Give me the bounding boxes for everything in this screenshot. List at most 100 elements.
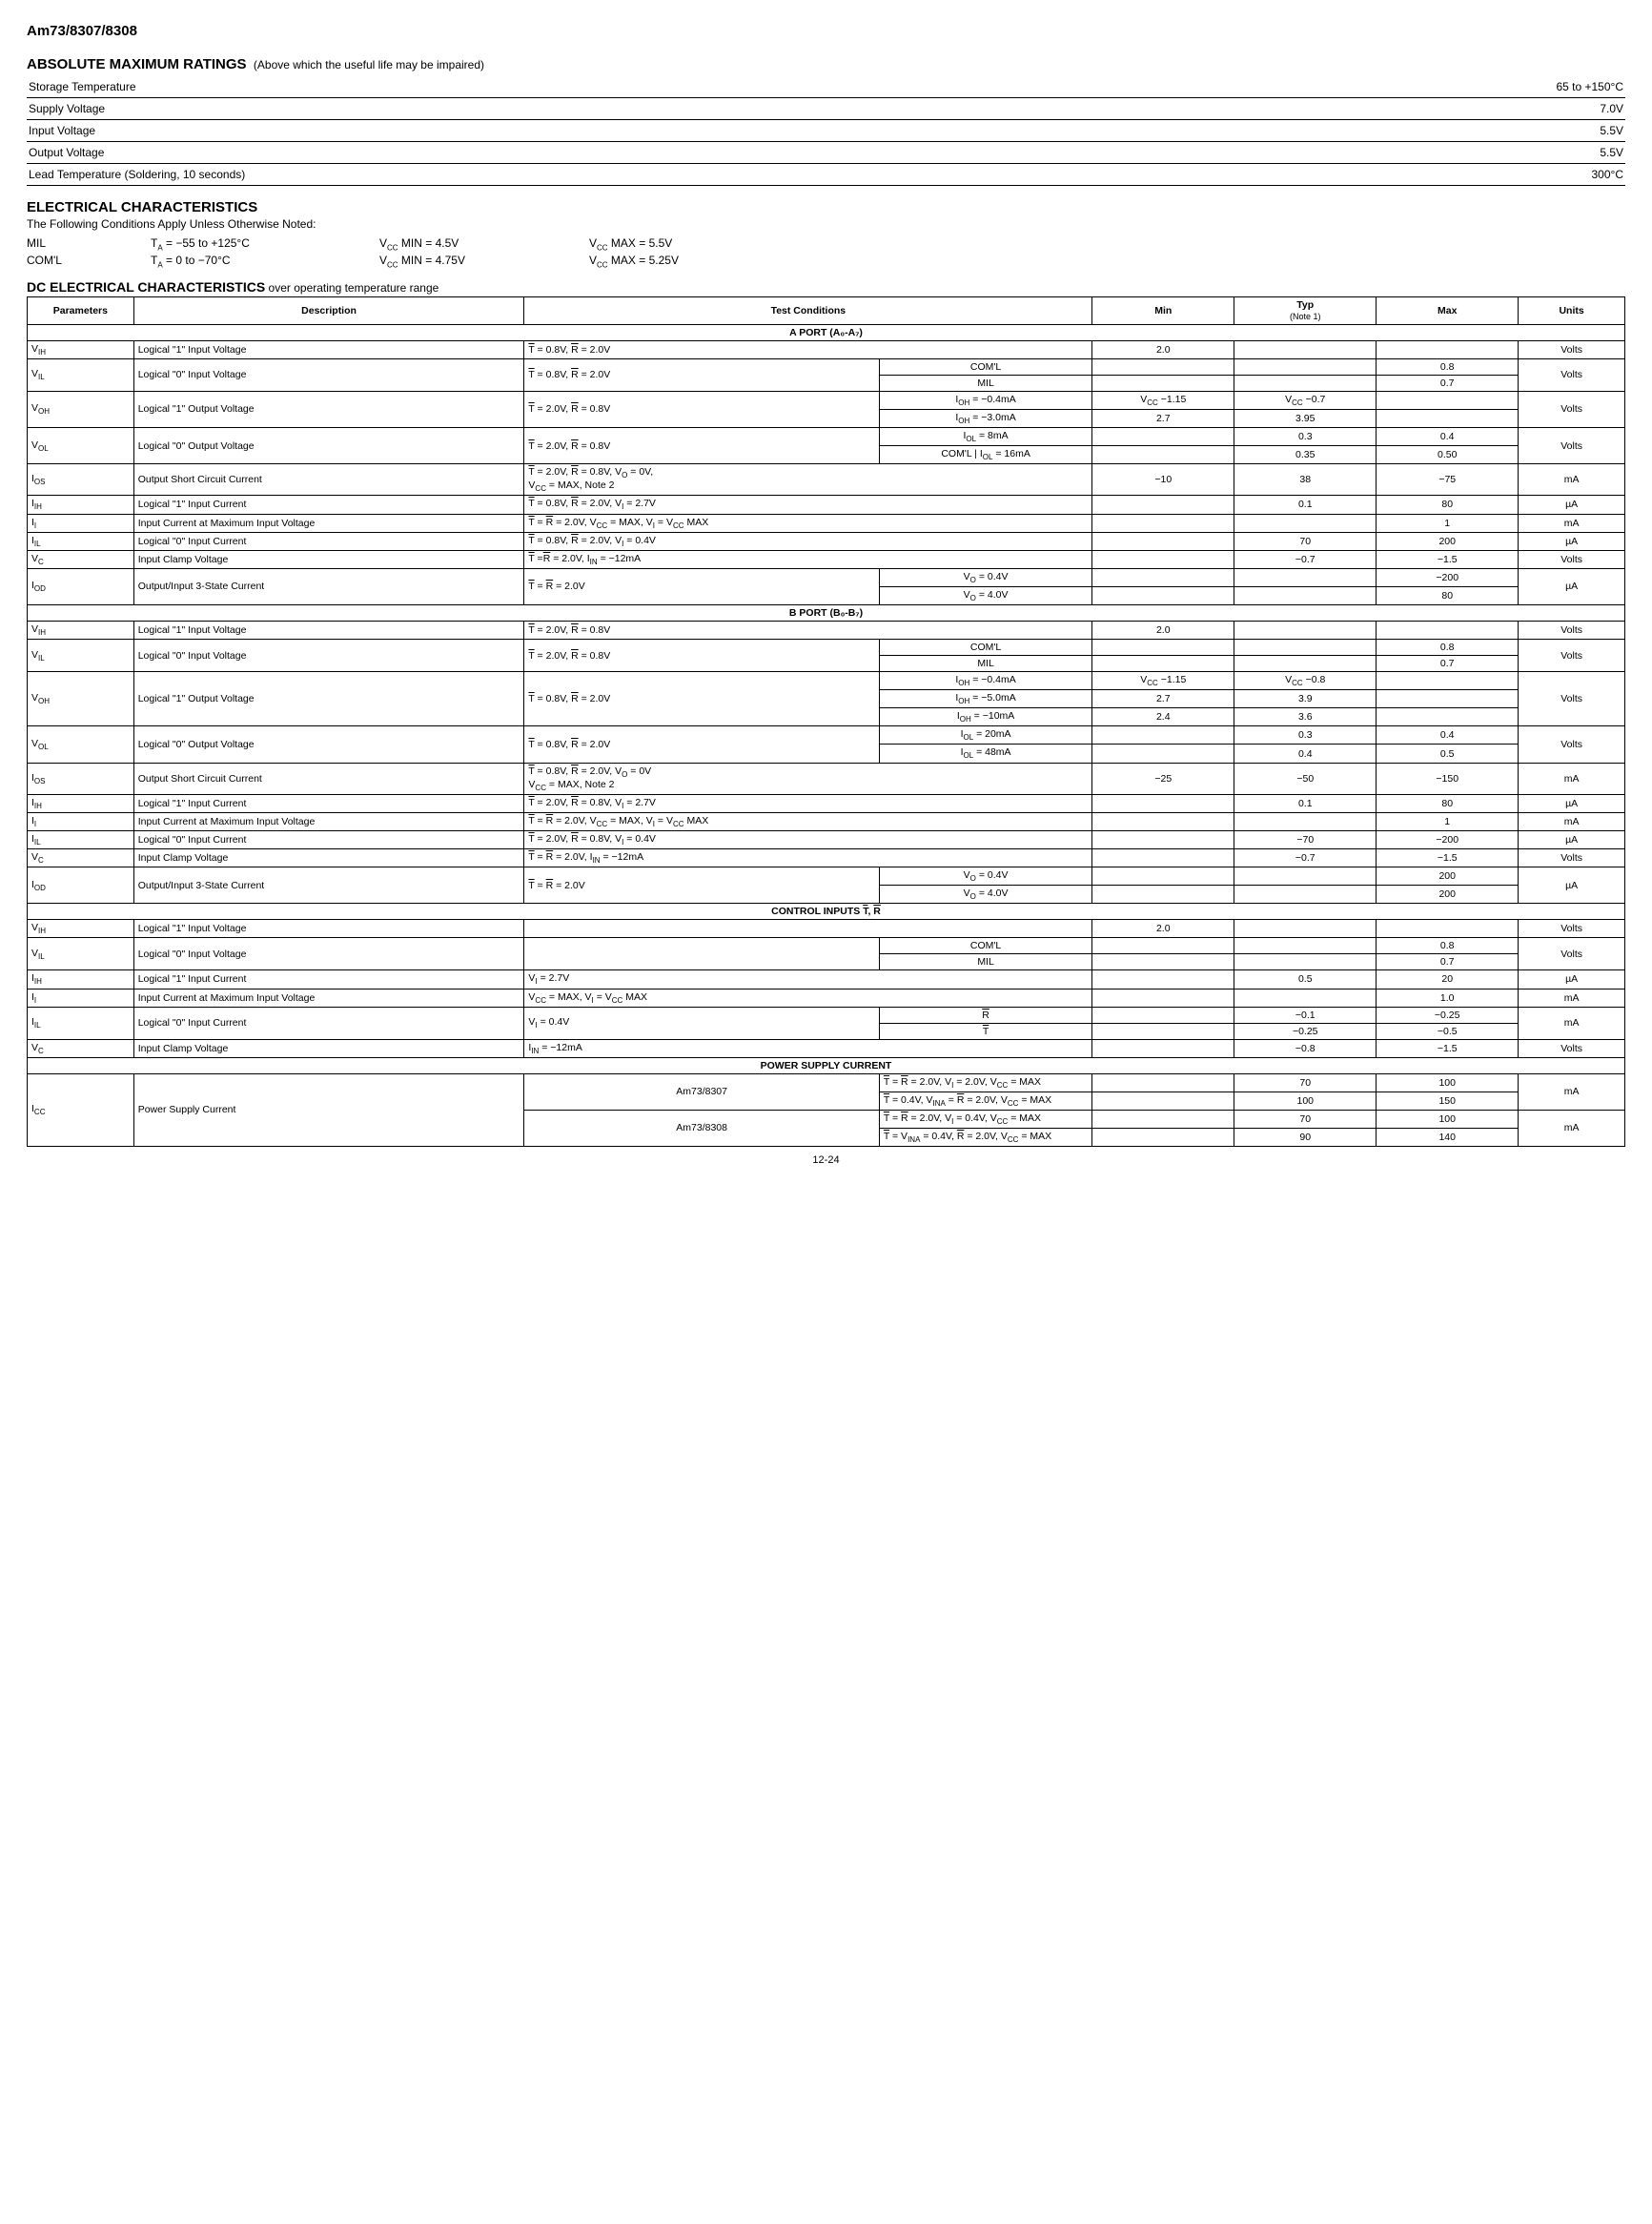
param-max: 200	[1377, 867, 1519, 886]
param-desc: Logical "1" Output Voltage	[133, 391, 524, 427]
param-tc: VI = 0.4V	[524, 1007, 879, 1039]
param-min	[1092, 446, 1234, 464]
param-max: 140	[1377, 1128, 1519, 1146]
abs-param: Output Voltage	[27, 142, 1235, 164]
param-min: −25	[1092, 763, 1234, 794]
param-tc: VCC = MAX, VI = VCC MAX	[524, 989, 1092, 1007]
param-typ: 0.35	[1234, 446, 1377, 464]
param-typ: VCC −0.7	[1234, 391, 1377, 409]
param-typ: VCC −0.8	[1234, 672, 1377, 690]
param-typ	[1234, 938, 1377, 954]
param-min	[1092, 1092, 1234, 1110]
cond-ta: TA = −55 to +125°C	[151, 236, 303, 252]
param-subcond: VO = 0.4V	[879, 867, 1091, 886]
param-min: 2.0	[1092, 340, 1234, 358]
param-min	[1092, 886, 1234, 904]
param-typ: 0.1	[1234, 496, 1377, 514]
param-sym: IIL	[28, 532, 134, 550]
param-max: −1.5	[1377, 849, 1519, 867]
param-units: µA	[1519, 794, 1625, 812]
param-sym: IIL	[28, 1007, 134, 1039]
param-subcond: COM'L | IOL = 16mA	[879, 446, 1091, 464]
param-subcond: COM'L	[879, 358, 1091, 375]
param-max	[1377, 920, 1519, 938]
dc-table: Parameters Description Test Conditions M…	[27, 296, 1625, 1147]
param-typ: 70	[1234, 1110, 1377, 1128]
abs-title: ABSOLUTE MAXIMUM RATINGS	[27, 56, 247, 72]
param-sym: VIH	[28, 622, 134, 640]
param-units: Volts	[1519, 550, 1625, 568]
section-header: B PORT (B₀-B₇)	[28, 605, 1625, 622]
param-subcond: IOL = 20mA	[879, 726, 1091, 745]
param-typ	[1234, 586, 1377, 604]
param-typ: 38	[1234, 464, 1377, 496]
param-subcond: VO = 4.0V	[879, 586, 1091, 604]
param-tc: T = 2.0V, R = 0.8V, VI = 0.4V	[524, 830, 1092, 848]
param-typ	[1234, 867, 1377, 886]
param-typ	[1234, 622, 1377, 640]
param-max: −1.5	[1377, 1039, 1519, 1057]
param-min	[1092, 849, 1234, 867]
param-max: −200	[1377, 830, 1519, 848]
param-tc: T = 0.8V, R = 2.0V	[524, 358, 879, 391]
param-subcond: VO = 0.4V	[879, 568, 1091, 586]
param-max	[1377, 409, 1519, 427]
param-min	[1092, 496, 1234, 514]
cond-ta: TA = 0 to −70°C	[151, 254, 303, 269]
param-max: 0.7	[1377, 954, 1519, 970]
param-tc: T =R = 2.0V, IIN = −12mA	[524, 550, 1092, 568]
param-desc: Output/Input 3-State Current	[133, 568, 524, 604]
param-min	[1092, 989, 1234, 1007]
section-header: CONTROL INPUTS T, R	[28, 904, 1625, 920]
param-typ: −0.8	[1234, 1039, 1377, 1057]
param-units: Volts	[1519, 938, 1625, 970]
param-units: mA	[1519, 1073, 1625, 1110]
param-min	[1092, 640, 1234, 656]
param-sym: IOD	[28, 867, 134, 904]
param-desc: Logical "0" Input Current	[133, 830, 524, 848]
param-min	[1092, 656, 1234, 672]
param-subcond: MIL	[879, 656, 1091, 672]
param-units: mA	[1519, 1110, 1625, 1146]
param-min	[1092, 970, 1234, 989]
param-typ	[1234, 886, 1377, 904]
param-max: −0.25	[1377, 1007, 1519, 1023]
param-units: Volts	[1519, 428, 1625, 464]
param-subcond: IOH = −0.4mA	[879, 391, 1091, 409]
param-subcond: MIL	[879, 375, 1091, 391]
param-tc: T = R = 2.0V	[524, 568, 879, 604]
param-desc: Power Supply Current	[133, 1073, 524, 1146]
param-typ: 0.4	[1234, 745, 1377, 763]
page-number: 12-24	[27, 1154, 1625, 1166]
param-max	[1377, 672, 1519, 690]
param-max	[1377, 708, 1519, 726]
param-desc: Output/Input 3-State Current	[133, 867, 524, 904]
param-max: 100	[1377, 1110, 1519, 1128]
param-subcond: IOL = 8mA	[879, 428, 1091, 446]
param-sym: VOL	[28, 726, 134, 763]
param-min: VCC −1.15	[1092, 672, 1234, 690]
param-min: 2.0	[1092, 622, 1234, 640]
param-subcond: VO = 4.0V	[879, 886, 1091, 904]
param-max: 200	[1377, 532, 1519, 550]
param-max: 0.8	[1377, 938, 1519, 954]
param-max: 200	[1377, 886, 1519, 904]
param-desc: Output Short Circuit Current	[133, 464, 524, 496]
param-max: 0.50	[1377, 446, 1519, 464]
param-desc: Logical "1" Input Voltage	[133, 340, 524, 358]
param-tc: T = 0.4V, VINA = R = 2.0V, VCC = MAX	[879, 1092, 1091, 1110]
abs-param: Input Voltage	[27, 120, 1235, 142]
param-units: Volts	[1519, 391, 1625, 427]
param-units: µA	[1519, 496, 1625, 514]
param-desc: Logical "1" Input Voltage	[133, 920, 524, 938]
param-max: −0.5	[1377, 1023, 1519, 1039]
abs-sub: (Above which the useful life may be impa…	[254, 58, 484, 71]
param-min	[1092, 867, 1234, 886]
param-tc: T = R = 2.0V	[524, 867, 879, 904]
param-typ	[1234, 989, 1377, 1007]
param-subcond: R	[879, 1007, 1091, 1023]
abs-val: 300°C	[1235, 164, 1625, 186]
abs-val: 7.0V	[1235, 98, 1625, 120]
param-typ: −50	[1234, 763, 1377, 794]
param-typ	[1234, 920, 1377, 938]
